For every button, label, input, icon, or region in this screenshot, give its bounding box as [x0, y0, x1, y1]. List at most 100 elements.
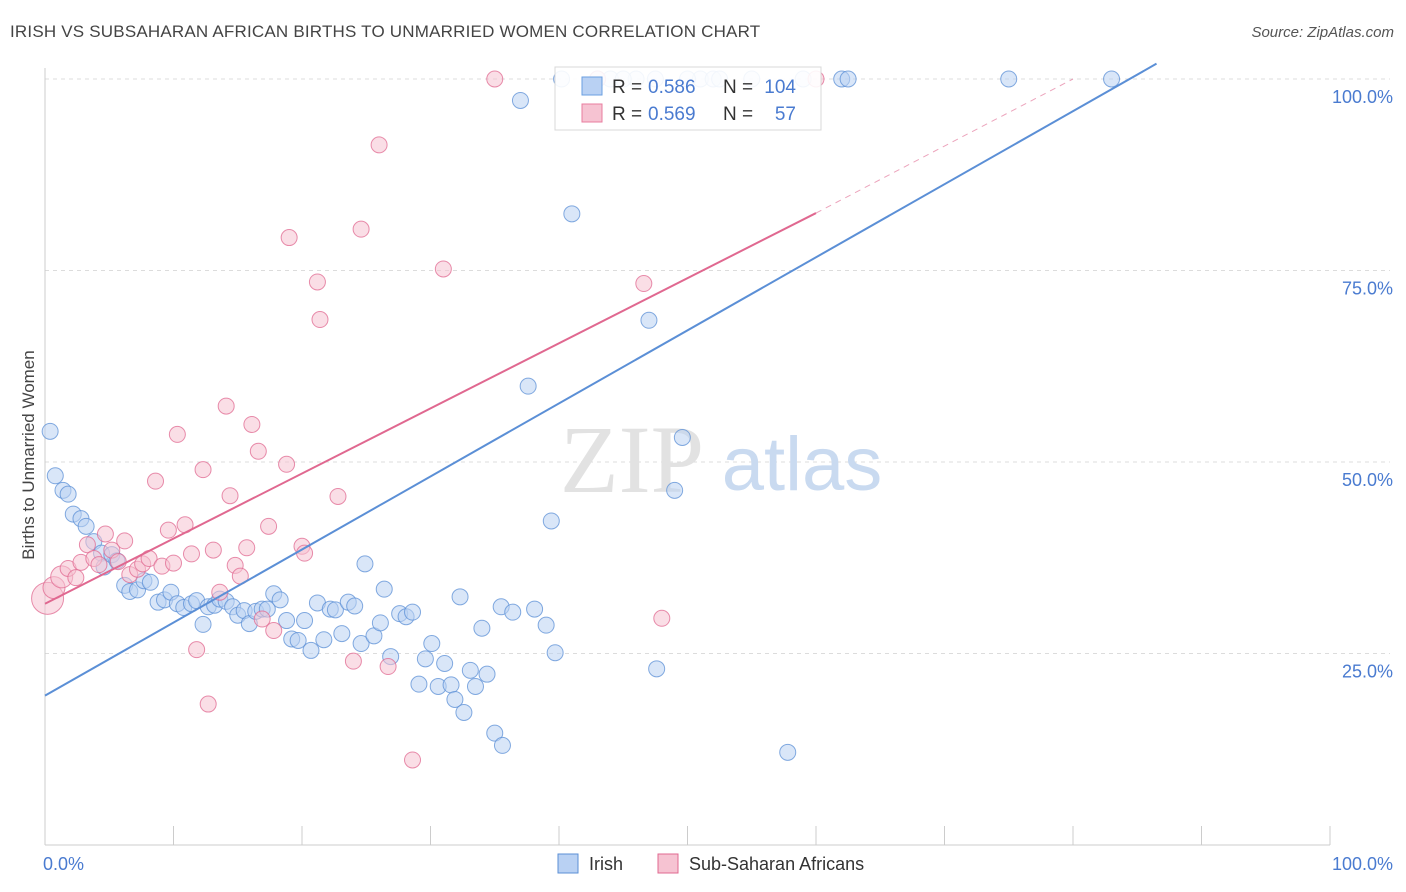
watermark-atlas: atlas — [722, 422, 883, 507]
stats-r-label: R = — [612, 104, 642, 125]
x-tick-label-min: 0.0% — [43, 854, 84, 874]
irish-point — [493, 736, 511, 754]
irish-trend-line — [44, 62, 1158, 697]
subsaharan-point — [194, 461, 212, 479]
subsaharan-point — [217, 397, 235, 415]
stats-n-label: N = — [723, 77, 753, 98]
subsaharan-point — [204, 541, 222, 559]
legend-label: Sub-Saharan Africans — [689, 854, 864, 874]
chart-title: IRISH VS SUBSAHARAN AFRICAN BIRTHS TO UN… — [10, 22, 761, 41]
axes — [44, 68, 1331, 846]
irish-point — [779, 743, 797, 761]
legend-label: Irish — [589, 854, 623, 874]
irish-point — [446, 690, 464, 708]
irish-point — [141, 573, 159, 591]
irish-point — [194, 615, 212, 633]
irish-point — [461, 661, 479, 679]
irish-point — [278, 612, 296, 630]
subsaharan-point — [96, 525, 114, 543]
irish-point — [455, 703, 473, 721]
subsaharan-point — [370, 136, 388, 154]
irish-point — [315, 631, 333, 649]
subsaharan-point — [352, 220, 370, 238]
y-tick-label: 100.0% — [1332, 87, 1393, 107]
subsaharan-point — [379, 658, 397, 676]
watermark: ZIP atlas — [560, 406, 882, 513]
subsaharan-point — [78, 536, 96, 554]
subsaharan-point — [90, 556, 108, 574]
tick-labels: 25.0% 50.0% 75.0% 100.0% 0.0% 100.0% — [43, 87, 1393, 874]
irish-point — [375, 580, 393, 598]
irish-point — [1103, 70, 1121, 88]
subsaharan-point — [404, 751, 422, 769]
subsaharan-point — [238, 539, 256, 557]
irish-point — [371, 614, 389, 632]
subsaharan-point — [67, 569, 85, 587]
subsaharan-trend-extension — [815, 78, 1074, 214]
subsaharan-point — [308, 273, 326, 291]
subsaharan-point — [159, 521, 177, 539]
irish-point — [346, 597, 364, 615]
y-tick-label: 75.0% — [1342, 279, 1393, 299]
y-axis-title: Births to Unmarried Women — [19, 350, 38, 559]
irish-point — [77, 517, 95, 535]
irish-point — [352, 635, 370, 653]
subsaharan-point — [168, 425, 186, 443]
subsaharan-point — [165, 554, 182, 572]
legend: Irish Sub-Saharan Africans — [557, 853, 864, 874]
stats-n-label: N = — [723, 104, 753, 125]
subsaharan-point — [260, 517, 278, 535]
irish-point — [59, 485, 77, 503]
subsaharan-point — [199, 695, 217, 713]
irish-point — [519, 377, 537, 395]
stats-r-value: 0.569 — [648, 104, 696, 125]
x-tick-label-max: 100.0% — [1332, 854, 1393, 874]
subsaharan-point — [329, 487, 347, 505]
source-credit: Source: ZipAtlas.com — [1251, 24, 1394, 41]
subsaharan-point — [486, 70, 504, 88]
subsaharan-point — [182, 545, 200, 563]
subsaharan-point — [280, 229, 298, 247]
irish-point — [296, 612, 314, 630]
irish-point — [423, 635, 441, 653]
legend-swatch — [557, 853, 579, 874]
subsaharan-point — [265, 622, 283, 640]
subsaharan-point — [635, 275, 653, 293]
irish-point — [537, 616, 555, 634]
subsaharan-point — [221, 487, 239, 505]
grid-lines — [45, 78, 1390, 654]
irish-point — [542, 512, 560, 530]
irish-point — [511, 91, 529, 109]
stats-swatch — [581, 76, 603, 96]
subsaharan-point — [249, 442, 267, 460]
subsaharan-point — [147, 472, 165, 490]
irish-point — [451, 588, 469, 606]
subsaharan-point — [253, 610, 271, 628]
stats-r-label: R = — [612, 77, 642, 98]
irish-point — [478, 665, 496, 683]
irish-point — [486, 724, 504, 742]
irish-point — [46, 467, 64, 485]
stats-n-value: 104 — [764, 77, 796, 98]
irish-point — [526, 600, 544, 618]
irish-point — [546, 644, 564, 662]
irish-point — [302, 641, 320, 659]
irish-point — [333, 625, 351, 643]
irish-point — [666, 481, 684, 499]
irish-point — [442, 676, 460, 694]
subsaharan-point — [434, 260, 452, 278]
irish-point — [466, 677, 484, 695]
irish-point — [673, 428, 691, 446]
stats-box: R = 0.586 N = 104 R = 0.569 N = 57 — [554, 66, 822, 131]
y-tick-label: 50.0% — [1342, 470, 1393, 490]
stats-swatch — [581, 103, 603, 123]
irish-point — [271, 591, 289, 609]
subsaharan-point — [653, 609, 671, 627]
subsaharan-point — [188, 641, 206, 659]
irish-point — [326, 601, 344, 619]
irish-point — [648, 660, 666, 678]
legend-swatch — [657, 853, 679, 874]
irish-point — [436, 654, 454, 672]
subsaharan-trend-line — [44, 212, 817, 605]
